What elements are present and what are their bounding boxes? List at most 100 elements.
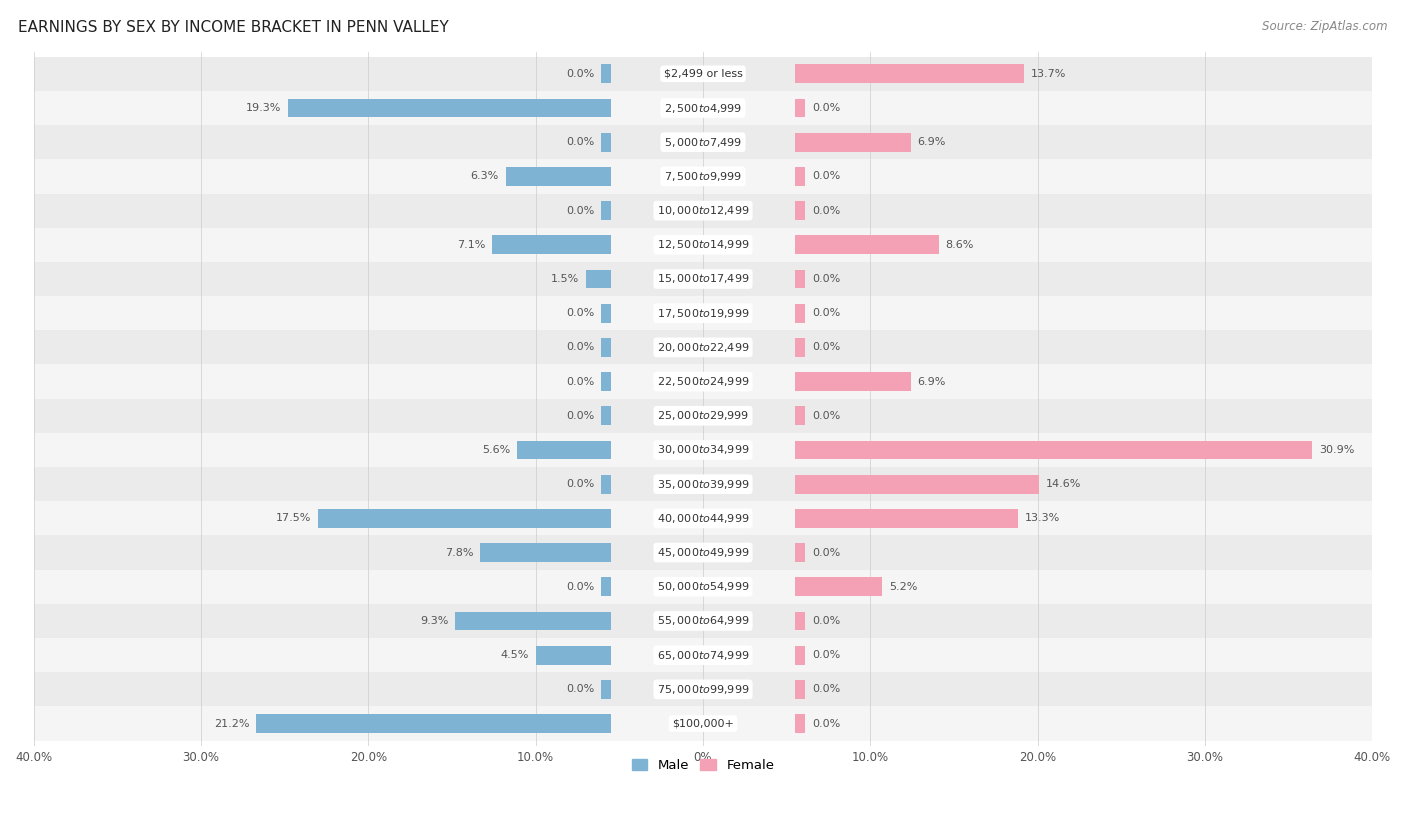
Bar [794,543,806,562]
Text: 0.0%: 0.0% [567,685,595,694]
Bar [794,236,939,254]
Bar [794,64,1025,83]
Bar [288,98,612,117]
Bar [492,236,612,254]
Bar [34,125,1372,159]
Legend: Male, Female: Male, Female [626,754,780,777]
Text: 7.8%: 7.8% [446,548,474,558]
Bar [34,228,1372,262]
Text: $65,000 to $74,999: $65,000 to $74,999 [657,649,749,662]
Bar [256,714,612,733]
Bar [456,611,612,630]
Bar [600,475,612,493]
Text: 0.0%: 0.0% [567,206,595,215]
Text: 0.0%: 0.0% [567,376,595,387]
Text: $100,000+: $100,000+ [672,719,734,728]
Bar [517,441,612,459]
Text: 0.0%: 0.0% [811,308,839,318]
Text: $2,500 to $4,999: $2,500 to $4,999 [664,102,742,115]
Text: 0.0%: 0.0% [811,342,839,352]
Bar [794,338,806,357]
Text: 13.7%: 13.7% [1031,69,1066,79]
Bar [794,304,806,323]
Bar [34,57,1372,91]
Bar [506,167,612,186]
Text: $12,500 to $14,999: $12,500 to $14,999 [657,238,749,251]
Text: 6.9%: 6.9% [917,376,946,387]
Text: $7,500 to $9,999: $7,500 to $9,999 [664,170,742,183]
Bar [34,638,1372,672]
Text: 4.5%: 4.5% [501,650,529,660]
Text: 0.0%: 0.0% [567,582,595,592]
Bar [481,543,612,562]
Text: $30,000 to $34,999: $30,000 to $34,999 [657,443,749,456]
Bar [600,406,612,425]
Text: 5.2%: 5.2% [889,582,917,592]
Text: 17.5%: 17.5% [276,513,311,524]
Text: 0.0%: 0.0% [811,548,839,558]
Bar [600,304,612,323]
Text: 13.3%: 13.3% [1025,513,1060,524]
Text: $25,000 to $29,999: $25,000 to $29,999 [657,409,749,422]
Bar [34,296,1372,330]
Bar [794,714,806,733]
Bar [600,577,612,596]
Text: 0.0%: 0.0% [567,342,595,352]
Bar [794,98,806,117]
Text: $35,000 to $39,999: $35,000 to $39,999 [657,478,749,491]
Text: 5.6%: 5.6% [482,445,510,455]
Bar [794,611,806,630]
Bar [794,406,806,425]
Bar [600,680,612,698]
Text: $10,000 to $12,499: $10,000 to $12,499 [657,204,749,217]
Text: $15,000 to $17,499: $15,000 to $17,499 [657,272,749,285]
Bar [34,262,1372,296]
Bar [600,64,612,83]
Bar [34,159,1372,193]
Bar [34,91,1372,125]
Bar [34,570,1372,604]
Text: 0.0%: 0.0% [811,685,839,694]
Text: $17,500 to $19,999: $17,500 to $19,999 [657,307,749,320]
Text: $22,500 to $24,999: $22,500 to $24,999 [657,375,749,388]
Text: 0.0%: 0.0% [567,308,595,318]
Text: 7.1%: 7.1% [457,240,485,250]
Text: 30.9%: 30.9% [1319,445,1354,455]
Bar [794,133,911,151]
Bar [794,646,806,664]
Bar [794,441,1312,459]
Text: 0.0%: 0.0% [567,137,595,147]
Text: 0.0%: 0.0% [811,274,839,284]
Text: $50,000 to $54,999: $50,000 to $54,999 [657,580,749,593]
Text: 21.2%: 21.2% [214,719,249,728]
Text: Source: ZipAtlas.com: Source: ZipAtlas.com [1263,20,1388,33]
Bar [34,672,1372,706]
Bar [794,270,806,289]
Text: $55,000 to $64,999: $55,000 to $64,999 [657,615,749,628]
Text: $45,000 to $49,999: $45,000 to $49,999 [657,546,749,559]
Text: $5,000 to $7,499: $5,000 to $7,499 [664,136,742,149]
Bar [794,577,882,596]
Bar [794,680,806,698]
Bar [34,604,1372,638]
Text: 0.0%: 0.0% [811,719,839,728]
Bar [34,364,1372,398]
Text: 0.0%: 0.0% [567,69,595,79]
Bar [794,372,911,391]
Text: 0.0%: 0.0% [811,103,839,113]
Text: 0.0%: 0.0% [811,650,839,660]
Bar [34,502,1372,536]
Text: 0.0%: 0.0% [811,172,839,181]
Bar [794,509,1018,528]
Bar [318,509,612,528]
Text: 0.0%: 0.0% [567,411,595,421]
Bar [34,398,1372,433]
Bar [600,372,612,391]
Text: 0.0%: 0.0% [811,411,839,421]
Bar [794,167,806,186]
Text: EARNINGS BY SEX BY INCOME BRACKET IN PENN VALLEY: EARNINGS BY SEX BY INCOME BRACKET IN PEN… [18,20,449,35]
Bar [34,193,1372,228]
Text: 19.3%: 19.3% [246,103,281,113]
Bar [536,646,612,664]
Text: $40,000 to $44,999: $40,000 to $44,999 [657,512,749,525]
